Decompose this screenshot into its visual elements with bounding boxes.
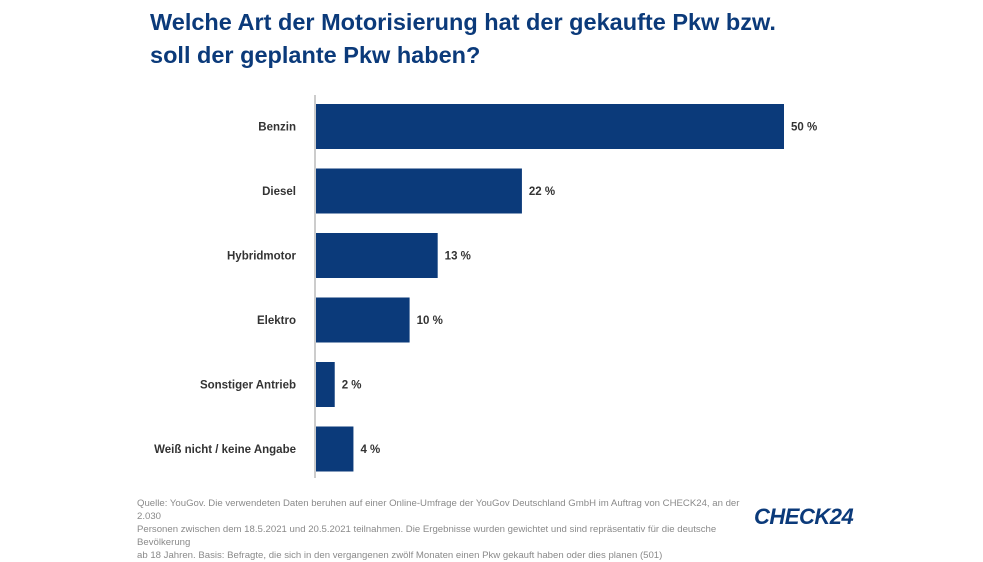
data-label: 22 %: [529, 186, 555, 198]
data-label: 50 %: [791, 122, 817, 134]
bars-layer: Benzin 50 % Diesel 22 % Hybridmotor 13 % Elekt…: [154, 95, 817, 478]
source-line-1: Quelle: YouGov. Die verwendeten Daten be…: [137, 498, 740, 522]
chart-title-line-1: Welche Art der Motorisierung hat der gek…: [150, 9, 776, 35]
bar: [316, 168, 522, 214]
source-note: Quelle: YouGov. Die verwendeten Daten be…: [137, 497, 747, 562]
category-label: Sonstiger Antrieb: [200, 380, 296, 392]
bar-chart: Benzin 50 % Diesel 22 % Hybridmotor 13 % Elekt…: [154, 95, 817, 478]
category-label: Benzin: [258, 122, 296, 134]
data-label: 10 %: [417, 315, 443, 327]
bar: [316, 362, 335, 407]
bar: [316, 297, 410, 343]
check24-logo: CHECK24: [754, 504, 854, 529]
data-label: 2 %: [342, 380, 362, 392]
category-label: Weiß nicht / keine Angabe: [154, 444, 296, 456]
bar: [316, 233, 438, 278]
category-label: Diesel: [262, 186, 296, 198]
chart-title: Welche Art der Motorisierung hat der gek…: [150, 6, 910, 72]
chart-title-line-2: soll der geplante Pkw haben?: [150, 42, 481, 68]
source-line-2: Personen zwischen dem 18.5.2021 und 20.5…: [137, 524, 717, 548]
category-label: Hybridmotor: [227, 251, 297, 263]
bar: [316, 104, 784, 149]
source-line-3: ab 18 Jahren. Basis: Befragte, die sich …: [137, 550, 663, 561]
bar: [316, 426, 354, 472]
category-label: Elektro: [257, 315, 296, 327]
data-label: 13 %: [445, 251, 471, 263]
data-label: 4 %: [360, 444, 380, 456]
